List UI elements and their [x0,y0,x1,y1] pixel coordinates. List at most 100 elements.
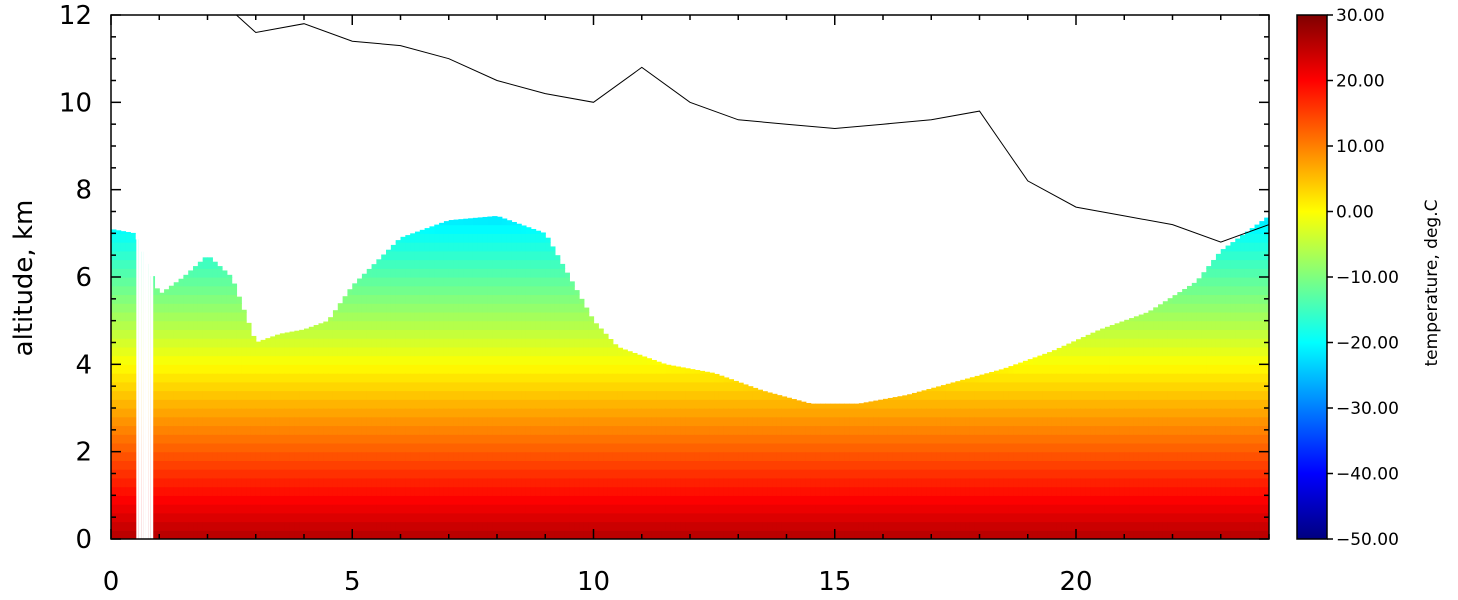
heatmap-cell [246,408,252,418]
heatmap-cell [386,399,392,409]
heatmap-cell [482,504,488,514]
heatmap-cell [738,399,744,409]
heatmap-cell [207,495,213,505]
heatmap-cell [482,250,488,261]
heatmap-cell [559,346,566,357]
heatmap-cell [989,373,995,383]
heatmap-cell [231,495,238,505]
heatmap-cell [183,451,189,461]
heatmap-cell [299,425,305,435]
heatmap-cell [525,477,532,488]
heatmap-cell [965,416,971,427]
heatmap-cell [202,303,209,313]
heatmap-cell [685,486,691,496]
heatmap-cell [188,329,194,339]
heatmap-cell [897,451,903,461]
heatmap-cell [800,486,807,496]
heatmap-cell [120,329,127,339]
heatmap-cell [414,346,421,357]
heatmap-cell [386,268,392,278]
heatmap-cell [284,504,291,514]
heatmap-cell [612,486,619,496]
heatmap-cell [352,504,358,514]
heatmap-cell [878,521,884,531]
heatmap-cell [796,486,802,496]
heatmap-cell [260,346,267,357]
heatmap-cell [940,504,947,514]
heatmap-cell [545,250,551,261]
heatmap-cell [390,495,397,505]
heatmap-cell [887,530,894,539]
heatmap-cell [632,416,638,427]
heatmap-cell [1051,381,1058,392]
heatmap-cell [632,352,638,357]
heatmap-cell [641,416,648,427]
heatmap-cell [193,381,199,392]
heatmap-cell [916,495,923,505]
heatmap-cell [525,434,532,444]
heatmap-cell [617,451,624,461]
heatmap-cell [111,346,117,357]
heatmap-cell [226,274,233,278]
heatmap-cell [477,285,484,296]
heatmap-cell [820,504,826,514]
heatmap-cell [173,460,180,470]
heatmap-cell [482,259,488,269]
heatmap-cell [921,477,928,488]
heatmap-cell [579,408,585,418]
heatmap-cell [419,259,426,269]
heatmap-cell [907,477,913,488]
heatmap-cell [1018,390,1024,400]
heatmap-cell [371,469,377,479]
heatmap-cell [212,320,218,330]
heatmap-cell [115,434,122,444]
heatmap-cell [588,442,595,453]
heatmap-cell [883,451,889,461]
heatmap-cell [516,223,522,226]
heatmap-cell [501,504,508,514]
heatmap-cell [588,338,595,348]
heatmap-cell [125,486,131,496]
heatmap-cell [955,530,961,539]
heatmap-cell [221,425,228,435]
heatmap-cell [685,477,691,488]
heatmap-cell [487,242,493,252]
heatmap-cell [569,495,575,505]
heatmap-cell [424,504,431,514]
heatmap-cell [588,425,595,435]
heatmap-cell [593,408,599,418]
heatmap-cell [723,495,730,505]
heatmap-cell [443,329,450,339]
heatmap-cell [1013,477,1019,488]
heatmap-cell [535,451,542,461]
heatmap-cell [506,220,513,226]
heatmap-cell [665,530,672,539]
heatmap-cell [844,521,850,531]
heatmap-cell [593,477,599,488]
heatmap-cell [984,521,990,531]
heatmap-cell [661,469,667,479]
heatmap-cell [390,244,397,252]
heatmap-cell [535,303,542,313]
heatmap-cell [501,329,508,339]
heatmap-cell [236,408,242,418]
heatmap-cell [984,504,990,514]
heatmap-cell [419,390,426,400]
heatmap-cell [752,425,759,435]
heatmap-cell [159,451,165,461]
heatmap-cell [289,346,295,357]
heatmap-cell [371,264,377,269]
heatmap-cell [574,303,580,313]
heatmap-cell [492,268,498,278]
heatmap-cell [911,442,918,453]
heatmap-cell [125,469,131,479]
heatmap-cell [458,477,464,488]
heatmap-cell [439,477,445,488]
heatmap-cell [757,389,763,392]
heatmap-cell [386,250,392,261]
heatmap-cell [202,442,209,453]
heatmap-cell [1013,408,1019,418]
heatmap-cell [1042,442,1048,453]
heatmap-cell [1032,399,1039,409]
heatmap-cell [236,521,242,531]
